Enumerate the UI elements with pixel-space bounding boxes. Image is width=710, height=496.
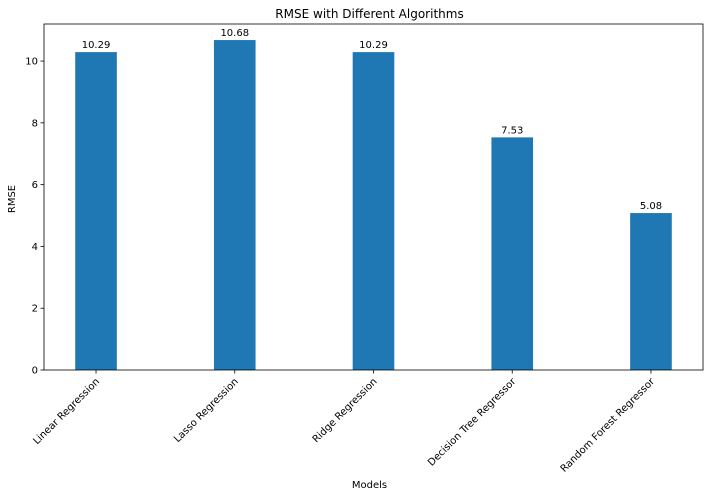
plot-area: 10.29 10.68 10.29 7.53 5.08 0 2 4 6 8 10 Linear Reg… bbox=[25, 23, 704, 475]
bar bbox=[491, 137, 534, 370]
axes-frame bbox=[43, 23, 704, 371]
bar bbox=[213, 40, 256, 371]
bar-value-label: 10.29 bbox=[359, 40, 388, 51]
chart-title: RMSE with Different Algorithms bbox=[275, 7, 463, 21]
y-tick-label: 10 bbox=[25, 57, 38, 68]
y-axis-title: RMSE bbox=[7, 185, 18, 213]
x-tick-label: Lasso Regression bbox=[172, 376, 241, 445]
y-tick-label: 6 bbox=[32, 180, 38, 191]
x-axis-title: Models bbox=[352, 480, 387, 491]
bar-value-label: 10.68 bbox=[220, 28, 249, 39]
bar bbox=[352, 52, 395, 371]
y-tick-label: 0 bbox=[32, 366, 38, 377]
bar bbox=[75, 52, 117, 371]
x-tick-label: Ridge Regression bbox=[311, 376, 380, 445]
y-tick-label: 4 bbox=[32, 242, 38, 253]
bar-value-label: 7.53 bbox=[501, 125, 523, 136]
y-tick-label: 8 bbox=[32, 118, 38, 129]
x-tick-label: Linear Regression bbox=[31, 376, 102, 447]
y-tick-label: 2 bbox=[32, 304, 38, 315]
bar-value-label: 10.29 bbox=[82, 40, 111, 51]
bar bbox=[630, 213, 672, 370]
x-tick-label: Random Forest Regressor bbox=[559, 376, 658, 475]
x-tick-label: Decision Tree Regressor bbox=[426, 376, 519, 469]
bar-value-label: 5.08 bbox=[640, 201, 662, 212]
